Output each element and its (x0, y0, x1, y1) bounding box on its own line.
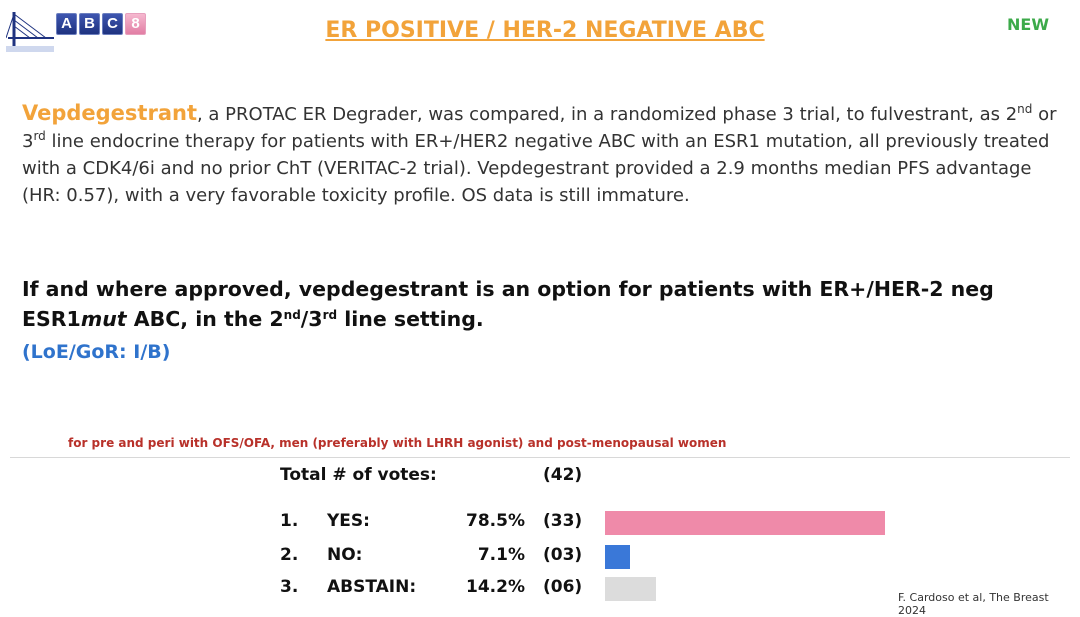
total-votes: (42) (543, 465, 583, 485)
total-label: Total # of votes: (280, 465, 437, 485)
vote-percent: 78.5% (466, 511, 525, 531)
population-note: for pre and peri with OFS/OFA, men (pref… (68, 436, 727, 450)
text-run: /3 (300, 307, 323, 331)
text-run: rd (322, 308, 338, 322)
text-run: nd (283, 308, 301, 322)
vote-percent: 7.1% (477, 545, 525, 565)
text-run: If and where approved, vepdegestrant is … (22, 277, 994, 331)
text-run: line endocrine therapy for patients with… (22, 131, 1050, 206)
logo-letter: C (102, 13, 123, 35)
text-run: Vepdegestrant (22, 101, 197, 125)
vote-label: ABSTAIN: (327, 577, 417, 597)
citation: F. Cardoso et al, The Breast 2024 (898, 591, 1049, 617)
vote-count: (03) (543, 545, 583, 565)
text-run: ABC, in the 2 (126, 307, 284, 331)
text-run: or 3 (22, 104, 1057, 152)
evidence-level: (LoE/GoR: I/B) (22, 341, 171, 363)
vote-number: 3. (280, 577, 299, 597)
recommendation: If and where approved, vepdegestrant is … (22, 274, 1062, 334)
statement: Vepdegestrant, a PROTAC ER Degrader, was… (22, 100, 1067, 209)
logo-letter: B (79, 13, 100, 35)
vote-label: YES: (327, 511, 370, 531)
vote-percent: 14.2% (466, 577, 525, 597)
slide-title: ER POSITIVE / HER-2 NEGATIVE ABC (325, 18, 765, 43)
text-run: mut (80, 307, 127, 331)
text-run: line setting. (337, 307, 484, 331)
vote-label: NO: (327, 545, 363, 565)
vote-bar (605, 577, 656, 601)
text-run: rd (33, 129, 46, 143)
new-badge: NEW (1007, 15, 1049, 34)
vote-count: (33) (543, 511, 583, 531)
vote-number: 2. (280, 545, 299, 565)
vote-bar (605, 545, 631, 569)
logo-bridge (6, 12, 54, 52)
vote-bar (605, 511, 886, 535)
logo-letter: 8 (125, 13, 146, 35)
logo-letter: A (56, 13, 77, 35)
vote-number: 1. (280, 511, 299, 531)
text-run: , a PROTAC ER Degrader, was compared, in… (196, 104, 1018, 125)
vote-count: (06) (543, 577, 583, 597)
divider (10, 457, 1070, 458)
text-run: nd (1017, 102, 1033, 116)
